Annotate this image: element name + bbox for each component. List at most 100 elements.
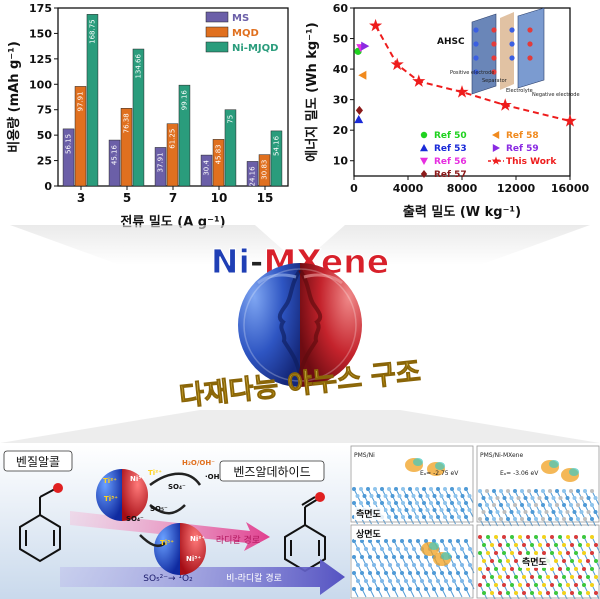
product-label: 벤즈알데하이드 xyxy=(233,465,310,479)
atom xyxy=(566,551,570,555)
charge-density-lobe xyxy=(429,542,439,550)
dft-calculation-panel: PMS/Ni PMS/Ni-MXene Eₐ= -2.75 eV Eₐ= -3.… xyxy=(350,445,600,599)
atom xyxy=(495,496,500,500)
atom xyxy=(506,575,510,579)
bar xyxy=(86,14,99,187)
atom xyxy=(510,535,514,539)
atom xyxy=(554,591,558,595)
atom xyxy=(420,563,424,567)
atom xyxy=(444,547,448,551)
atom xyxy=(590,551,594,555)
charge-density-lobe xyxy=(441,552,451,560)
atom xyxy=(494,551,498,555)
data-point xyxy=(563,114,577,127)
dft-side-label-box xyxy=(354,507,384,520)
atom xyxy=(412,547,416,551)
atom xyxy=(468,563,472,567)
bar xyxy=(120,108,133,187)
dft-right-title: PMS/Ni-MXene xyxy=(480,452,523,459)
atom xyxy=(373,487,377,491)
inset-label-positive: Positive electrode xyxy=(450,70,494,76)
atom xyxy=(443,501,447,505)
y-tick-label: 75 xyxy=(37,104,52,117)
atom xyxy=(394,487,398,491)
atom xyxy=(593,510,598,514)
bar xyxy=(178,84,191,187)
atom xyxy=(527,489,531,493)
bar xyxy=(132,48,145,187)
atom xyxy=(548,489,552,493)
species-so5: SO₅⁻ xyxy=(150,505,168,513)
inset-ion xyxy=(527,55,533,61)
atom xyxy=(494,567,498,571)
atom xyxy=(485,489,489,493)
atom xyxy=(404,547,408,551)
atom xyxy=(579,510,584,514)
energy-power-density-chart: 10 20 30 40 50 60 0 4000 8000 12000 16000 AHSC Posit… xyxy=(304,2,589,220)
legend-label: Ref 59 xyxy=(506,144,539,154)
atom xyxy=(467,508,472,512)
bar-value-label: 76.38 xyxy=(123,113,131,133)
atom xyxy=(453,508,458,512)
atom xyxy=(498,559,502,563)
reaction-arrow-1 xyxy=(149,472,202,487)
atom xyxy=(590,567,594,571)
bar-value-label: 45.16 xyxy=(111,145,119,166)
dft-frame-top-view xyxy=(350,524,474,599)
atom xyxy=(360,555,364,559)
atom xyxy=(418,494,423,498)
atom xyxy=(432,494,437,498)
atom xyxy=(396,579,400,583)
x-tick-label: 7 xyxy=(169,191,177,205)
bar-value-label: 45.83 xyxy=(215,144,223,164)
y-tick-label: 0 xyxy=(44,180,52,193)
fan-upper-right xyxy=(300,225,590,265)
atom xyxy=(380,547,384,551)
atom xyxy=(428,579,432,583)
atom xyxy=(542,551,546,555)
atom xyxy=(422,487,426,491)
atom xyxy=(582,535,586,539)
atom xyxy=(411,494,416,498)
atom xyxy=(566,535,570,539)
atom xyxy=(352,555,356,559)
atom xyxy=(369,494,374,498)
atom xyxy=(586,543,590,547)
atom xyxy=(383,494,388,498)
atom xyxy=(534,583,538,587)
atom xyxy=(513,503,517,507)
atom xyxy=(412,579,416,583)
ahsc-inset: AHSC Positive electrode Separator Electroly… xyxy=(437,7,580,98)
atom xyxy=(562,517,566,521)
atom xyxy=(555,517,559,521)
atom xyxy=(541,489,545,493)
atom xyxy=(550,535,554,539)
atom xyxy=(456,571,460,575)
data-point xyxy=(390,57,404,71)
bar-value-label: 99.16 xyxy=(181,90,189,111)
atom xyxy=(387,515,391,519)
atom xyxy=(574,567,578,571)
atom xyxy=(562,543,566,547)
inset-negative-electrode xyxy=(517,7,545,89)
atom xyxy=(498,543,502,547)
bar-value-label: 134.66 xyxy=(135,53,143,78)
atom xyxy=(352,587,356,591)
atom xyxy=(457,487,461,491)
atom xyxy=(482,559,486,563)
atom xyxy=(492,489,496,493)
atom xyxy=(574,583,578,587)
nonradical-path-arrow xyxy=(60,559,345,595)
atom xyxy=(390,494,395,498)
atom xyxy=(416,539,420,543)
atom xyxy=(514,575,518,579)
atom xyxy=(514,559,518,563)
atom xyxy=(408,487,412,491)
bar-value-label: 61.25 xyxy=(169,129,177,149)
atom xyxy=(578,543,582,547)
atom xyxy=(495,510,500,514)
legend-swatch xyxy=(205,26,229,38)
charge-density-lobe xyxy=(413,458,423,466)
atom xyxy=(373,501,377,505)
atom xyxy=(429,501,433,505)
